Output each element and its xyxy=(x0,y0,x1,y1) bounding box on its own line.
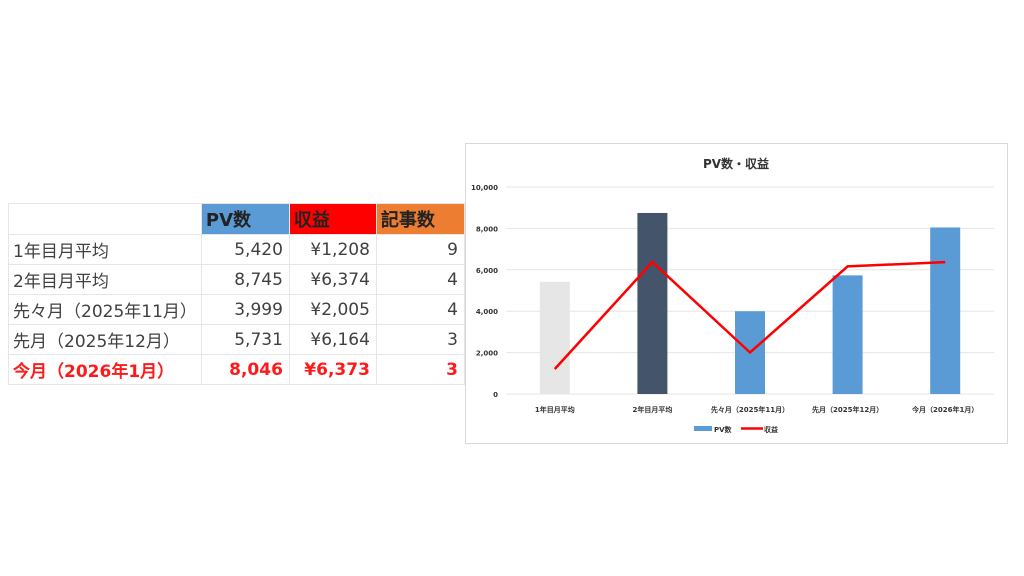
x-tick-label: 今月（2026年1月） xyxy=(911,405,978,414)
bar-pv xyxy=(637,212,668,394)
row-articles: 3 xyxy=(375,354,465,385)
bar-pv xyxy=(539,281,570,394)
row-label: 先々月（2025年11月） xyxy=(8,294,202,325)
row-label: 2年目月平均 xyxy=(8,264,202,295)
row-label: 今月（2026年1月） xyxy=(8,354,202,385)
table-row-current: 今月（2026年1月） 8,046 ¥6,373 3 xyxy=(8,354,465,385)
row-revenue: ¥6,373 xyxy=(288,354,377,385)
y-tick-label: 10,000 xyxy=(471,184,498,192)
pv-revenue-chart: PV数・収益 0 2,000 4,000 6,000 8,000 10,000 1年目月平均… xyxy=(471,156,994,434)
bar-pv xyxy=(930,227,961,394)
table-header: PV数 収益 記事数 xyxy=(8,203,465,235)
bar-pv xyxy=(832,275,863,394)
x-tick-label: 先月（2025年12月） xyxy=(812,405,883,414)
row-revenue: ¥1,208 xyxy=(288,234,377,265)
x-tick-label: 1年目月平均 xyxy=(535,405,575,414)
row-pv: 8,745 xyxy=(200,264,290,295)
legend-pv-swatch xyxy=(694,426,712,431)
row-articles: 3 xyxy=(375,324,465,355)
row-revenue: ¥6,374 xyxy=(288,264,377,295)
x-tick-label: 先々月（2025年11月） xyxy=(711,405,789,414)
table-row: 先月（2025年12月） 5,731 ¥6,164 3 xyxy=(8,324,465,355)
row-articles: 4 xyxy=(375,294,465,325)
row-pv: 5,731 xyxy=(200,324,290,355)
y-tick-label: 2,000 xyxy=(476,350,498,358)
header-blank xyxy=(8,203,202,235)
y-tick-label: 4,000 xyxy=(476,308,498,316)
header-pv: PV数 xyxy=(200,203,290,235)
row-articles: 9 xyxy=(375,234,465,265)
table-row: 先々月（2025年11月） 3,999 ¥2,005 4 xyxy=(8,294,465,325)
table-row: 2年目月平均 8,745 ¥6,374 4 xyxy=(8,264,465,295)
header-revenue: 収益 xyxy=(288,203,377,235)
chart-container: PV数・収益 0 2,000 4,000 6,000 8,000 10,000 1年目月平均… xyxy=(465,143,1008,444)
summary-table: PV数 収益 記事数 1年目月平均 5,420 ¥1,208 9 2年目月平均 8,74… xyxy=(8,203,465,385)
chart-title: PV数・収益 xyxy=(703,156,769,171)
legend-pv-label: PV数 xyxy=(714,425,733,434)
row-label: 1年目月平均 xyxy=(8,234,202,265)
row-pv: 5,420 xyxy=(200,234,290,265)
header-articles: 記事数 xyxy=(375,203,465,235)
x-tick-label: 2年目月平均 xyxy=(632,405,672,414)
row-label: 先月（2025年12月） xyxy=(8,324,202,355)
row-revenue: ¥2,005 xyxy=(288,294,377,325)
y-tick-label: 8,000 xyxy=(476,225,498,233)
row-articles: 4 xyxy=(375,264,465,295)
row-revenue: ¥6,164 xyxy=(288,324,377,355)
row-pv: 8,046 xyxy=(200,354,290,385)
table-row: 1年目月平均 5,420 ¥1,208 9 xyxy=(8,234,465,265)
row-pv: 3,999 xyxy=(200,294,290,325)
y-tick-label: 6,000 xyxy=(476,267,498,275)
y-tick-label: 0 xyxy=(493,391,498,399)
legend-revenue-label: 収益 xyxy=(764,425,778,434)
